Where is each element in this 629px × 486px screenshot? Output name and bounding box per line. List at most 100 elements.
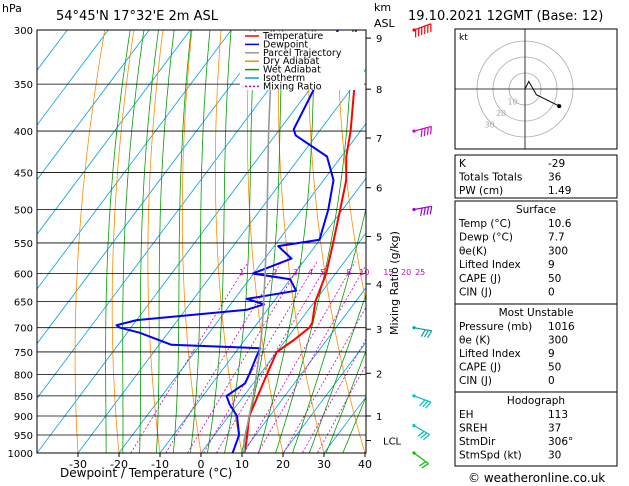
wet-adiabat-line <box>139 30 159 453</box>
index-row-value: -29 <box>548 158 565 170</box>
surface-row-value: 50 <box>548 273 561 285</box>
pressure-tick-label: 550 <box>14 239 33 250</box>
wind-barb-base <box>412 326 416 330</box>
wind-barb-flag <box>429 206 433 215</box>
wind-barbs <box>412 23 433 469</box>
isotherm-line <box>159 177 366 453</box>
surface-row-label: Lifted Index <box>459 259 521 271</box>
wet-adiabat-line <box>105 30 131 453</box>
mixing-ratio-label: 5 <box>320 268 325 277</box>
km-tick-label: 5 <box>376 233 382 244</box>
wind-barb-staff <box>413 395 432 403</box>
height-km-axis: 1 2 3 4 5 6 7 8 9 LCL <box>366 34 402 447</box>
legend-label: Isotherm <box>263 73 305 84</box>
wind-barb <box>412 205 433 217</box>
legend-label: Wet Adiabat <box>263 65 321 76</box>
isotherm-line <box>37 30 68 72</box>
surface-row-value: 7.7 <box>548 232 565 244</box>
wind-barb-base <box>412 394 416 398</box>
location-title: 54°45'N 17°32'E 2m ASL <box>56 9 219 24</box>
km-tick-label: 3 <box>376 325 382 336</box>
hodograph-table-row-label: StmDir <box>459 436 496 448</box>
wind-barb-flag <box>425 401 432 409</box>
hodograph-table-box <box>454 391 618 467</box>
pressure-tick-label: 600 <box>14 270 33 281</box>
hodograph-table-row-value: 37 <box>548 423 561 435</box>
hodograph-storm-point <box>557 104 562 109</box>
km-tick-label: 8 <box>376 85 382 96</box>
legend-label: Dry Adiabat <box>263 56 320 67</box>
most-unstable-row-value: 1016 <box>548 321 575 333</box>
surface-row-value: 9 <box>548 259 555 271</box>
mixing-ratio-line <box>243 261 356 453</box>
surface-row-value: 10.6 <box>548 218 572 230</box>
hodograph-table-title: Hodograph <box>507 395 565 407</box>
hodograph-table-row-label: SREH <box>459 423 488 435</box>
mixing-ratio-label: 1 <box>239 268 244 277</box>
index-row-label: PW (cm) <box>459 185 503 197</box>
wind-barb-flag <box>423 207 426 216</box>
wind-barb-base <box>412 28 416 32</box>
hodograph-table-row-value: 113 <box>548 409 568 421</box>
hodograph-table-row-value: 306° <box>548 436 573 448</box>
wind-barb-base <box>412 451 416 455</box>
parcel-trajectory-series-line <box>243 30 275 453</box>
x-tick-label: -10 <box>151 458 169 471</box>
wet-adiabat-line <box>342 395 366 453</box>
x-tick-label: 0 <box>198 458 205 471</box>
mixing-ratio-line <box>257 264 366 453</box>
wind-barb-flag <box>419 399 426 407</box>
km-tick-label: 9 <box>376 34 382 45</box>
km-tick-label: 6 <box>376 184 382 195</box>
x-tick-label: 10 <box>235 458 249 471</box>
pressure-tick-label: 800 <box>14 371 33 382</box>
mixing-ratio-label: 10 <box>359 268 369 277</box>
pressure-tick-label: 850 <box>14 392 33 403</box>
mixing-ratio-line <box>283 306 366 453</box>
credit-text: © weatheronline.co.uk <box>468 471 605 485</box>
pressure-tick-label: 950 <box>14 431 33 442</box>
asl-axis-label: ASL <box>374 17 396 30</box>
hpa-axis-label: hPa <box>2 2 22 15</box>
mixing-ratio-label: 3 <box>293 268 298 277</box>
wind-barb <box>412 451 429 469</box>
mixing-ratio-line <box>130 261 249 453</box>
surface-row-label: CAPE (J) <box>459 273 501 285</box>
wind-barb-staff <box>413 327 432 332</box>
wind-barb-flag <box>426 206 430 215</box>
mixing-ratio-lines <box>130 261 366 453</box>
wind-barb-flag <box>418 461 427 467</box>
wind-barb-flag <box>421 463 429 469</box>
x-tick-label: -20 <box>110 458 128 471</box>
stability-tables: K -29 Totals Totals 36 PW (cm) 1.49 Surface Tem… <box>454 154 618 467</box>
pressure-tick-label: 1000 <box>8 449 33 460</box>
hodograph-unit-label: kt <box>459 33 468 43</box>
wind-barb <box>412 326 433 338</box>
wet-adiabat-line <box>325 349 366 453</box>
most-unstable-row-label: Pressure (mb) <box>459 321 532 333</box>
wet-adiabat-line <box>122 30 145 453</box>
mixing-ratio-label: 25 <box>415 268 425 277</box>
legend-background <box>240 32 364 90</box>
wind-barb-base <box>412 207 416 212</box>
most-unstable-row-value: 50 <box>548 362 561 374</box>
surface-row-label: Dewp (°C) <box>459 232 513 244</box>
x-tick-label: 20 <box>276 458 290 471</box>
most-unstable-row-label: θe (K) <box>459 335 490 347</box>
wind-barb-flag <box>426 127 429 136</box>
legend-label: Dewpoint <box>263 39 308 50</box>
index-row-value: 36 <box>548 172 562 184</box>
most-unstable-title: Most Unstable <box>499 307 574 319</box>
hodograph-ring-label: 20 <box>496 109 506 118</box>
km-tick-label: 7 <box>376 134 382 145</box>
pressure-tick-label: 750 <box>14 348 33 359</box>
profile-series <box>115 30 357 453</box>
wind-barb-staff <box>413 452 429 465</box>
surface-row-label: θe(K) <box>459 245 487 257</box>
mixing-ratio-line <box>301 338 366 453</box>
isotherm-line <box>37 30 150 181</box>
hodograph-table-row-label: StmSpd (kt) <box>459 450 522 462</box>
km-tick-label: 4 <box>376 280 382 291</box>
km-tick-label: 2 <box>376 369 382 380</box>
